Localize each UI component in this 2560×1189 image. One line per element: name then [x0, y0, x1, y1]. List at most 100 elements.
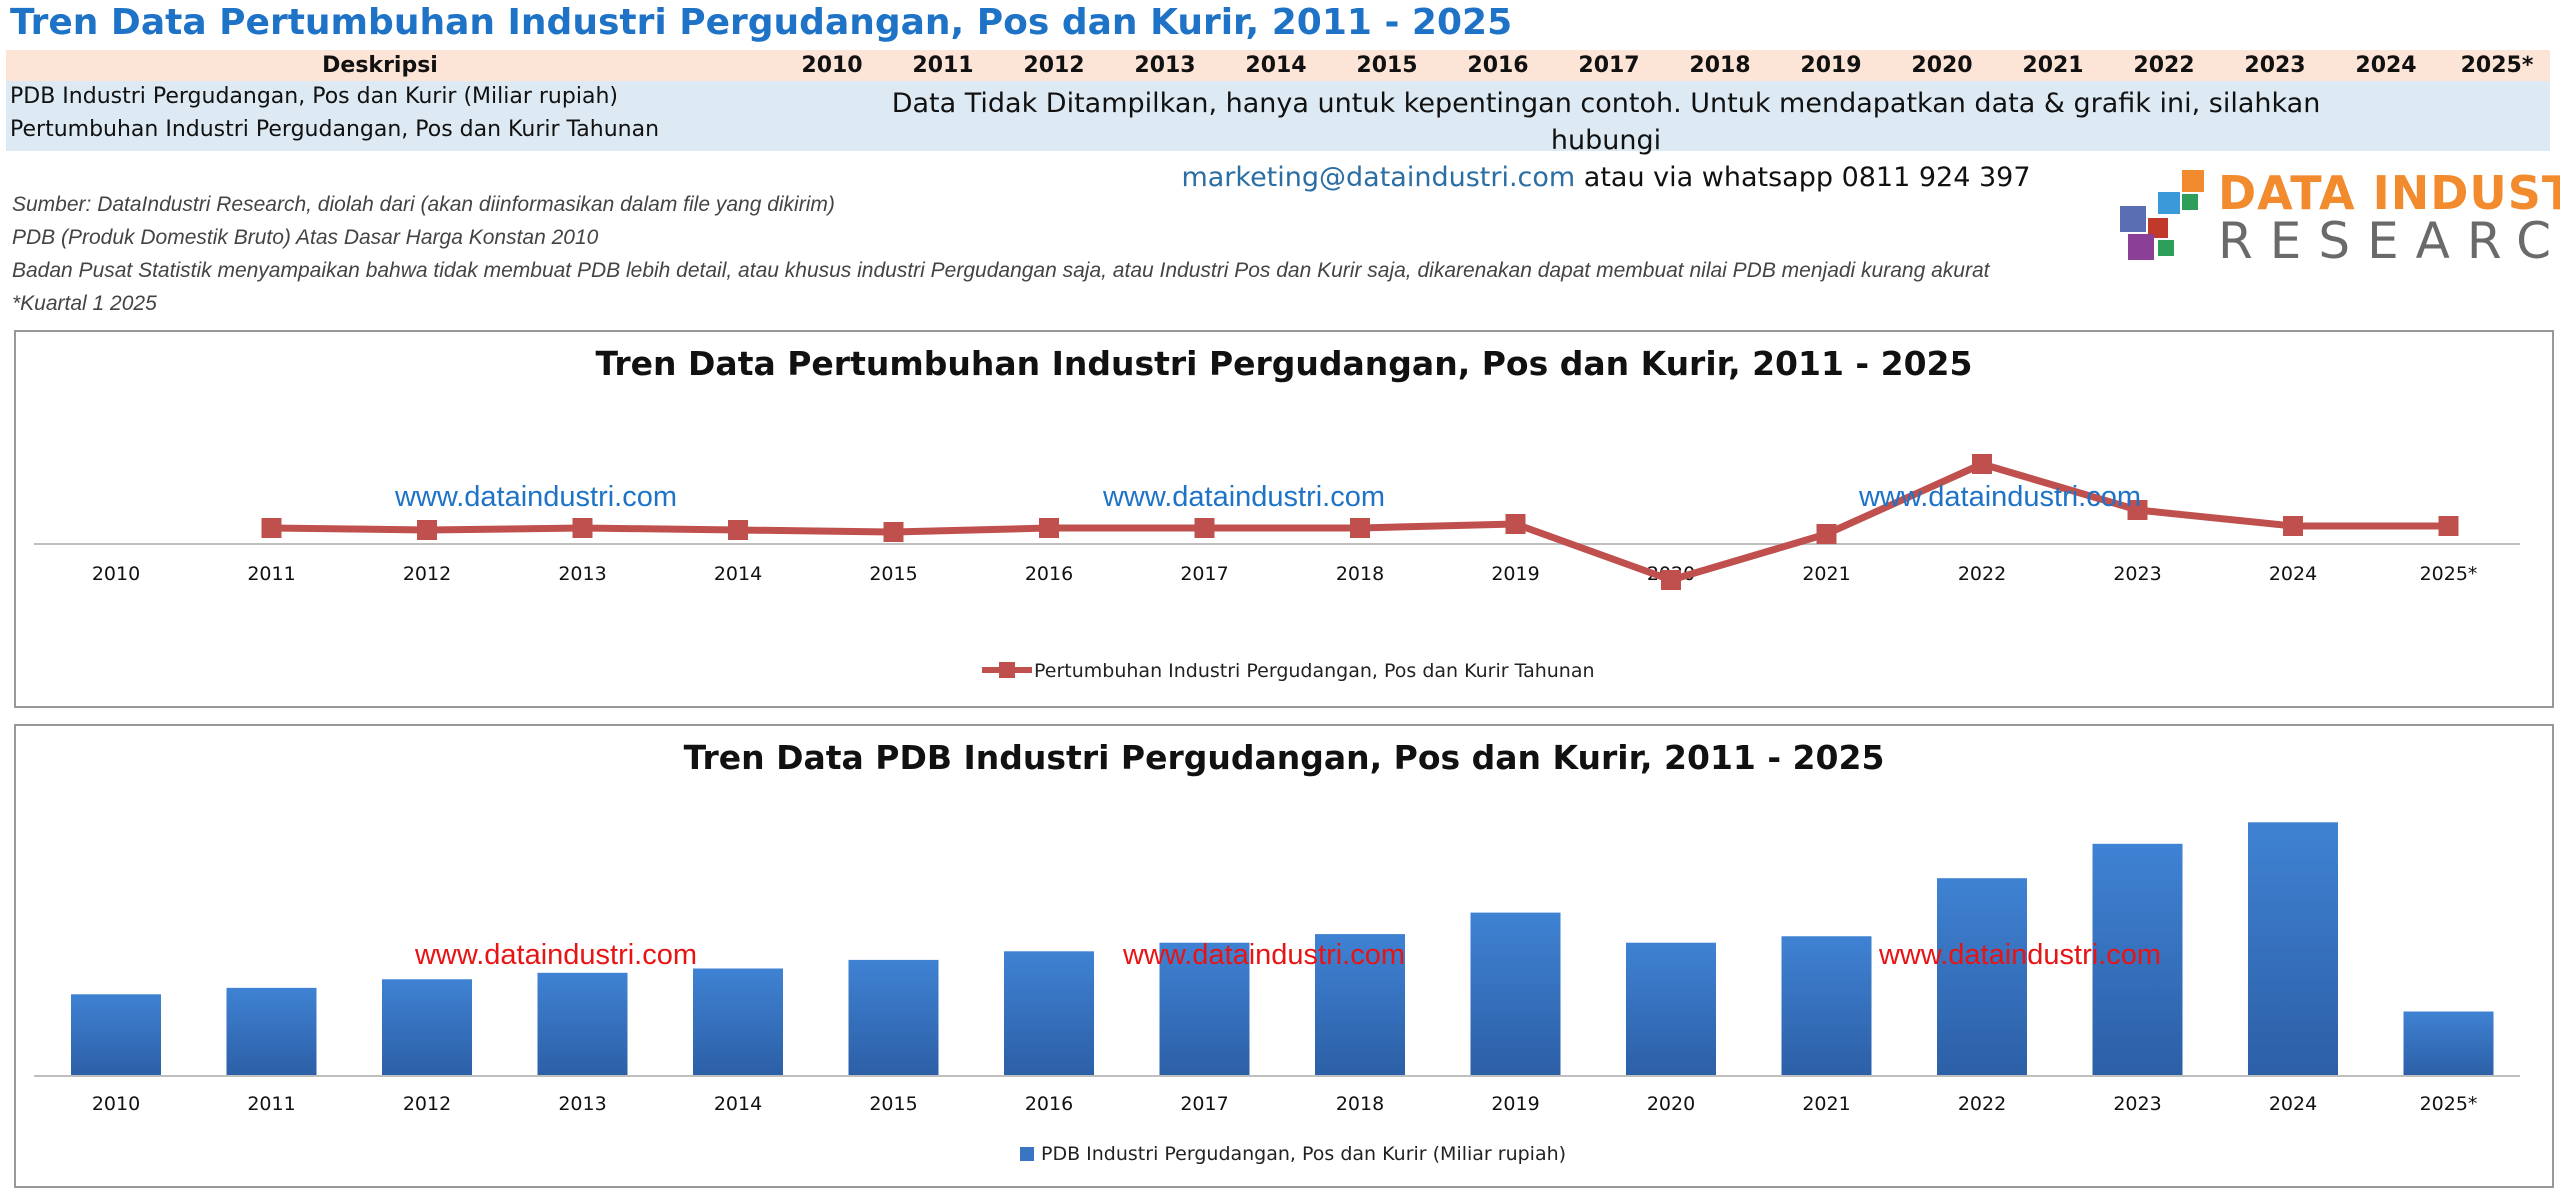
dataindustri-logo: DATA INDUSTRI RESEARCH: [2118, 166, 2560, 270]
pdb-definition-note: PDB (Produk Domestik Bruto) Atas Dasar H…: [12, 226, 599, 249]
table-header-year: 2015: [1356, 53, 1418, 78]
watermark-text: www.dataindustri.com: [394, 481, 677, 513]
data-point-marker: [883, 522, 904, 542]
table-body: PDB Industri Pergudangan, Pos dan Kurir …: [6, 81, 2550, 193]
table-header-deskripsi: Deskripsi: [322, 53, 438, 78]
table-header-year: 2017: [1578, 53, 1640, 78]
x-tick-label: 2025*: [2420, 1093, 2478, 1115]
bar: [71, 994, 161, 1076]
x-tick-label: 2013: [558, 563, 606, 585]
bar: [1004, 951, 1094, 1076]
data-point-marker: [261, 518, 282, 538]
bar: [1315, 934, 1405, 1076]
quarter-note: *Kuartal 1 2025: [12, 292, 157, 315]
x-tick-label: 2013: [558, 1093, 606, 1115]
data-point-marker: [1816, 524, 1837, 544]
table-header-row: Deskripsi 2010 2011 2012 2013 2014 2015 2016 20…: [6, 50, 2550, 81]
bar: [2248, 822, 2338, 1076]
watermark-text: www.dataindustri.com: [1858, 481, 2141, 513]
legend-marker-icon: [999, 662, 1015, 678]
x-tick-label: 2024: [2269, 563, 2317, 585]
x-tick-label: 2021: [1802, 1093, 1850, 1115]
x-tick-label: 2019: [1491, 563, 1539, 585]
watermark-text: www.dataindustri.com: [1122, 939, 1405, 971]
table-header-year: 2025*: [2460, 53, 2534, 78]
pdb-bar-chart-svg: Tren Data PDB Industri Pergudangan, Pos …: [34, 738, 2520, 1165]
x-tick-label: 2022: [1958, 563, 2006, 585]
legend-label: Pertumbuhan Industri Pergudangan, Pos da…: [1034, 660, 1595, 682]
contact-email-link[interactable]: marketing@dataindustri.com: [1181, 162, 1576, 193]
pdb-bar-chart: Tren Data PDB Industri Pergudangan, Pos …: [14, 724, 2554, 1188]
table-header-year: 2021: [2022, 53, 2084, 78]
x-tick-label: 2017: [1180, 1093, 1228, 1115]
x-tick-label: 2010: [92, 1093, 140, 1115]
table-row-growth-label: Pertumbuhan Industri Pergudangan, Pos da…: [10, 117, 660, 142]
x-tick-label: 2018: [1336, 563, 1384, 585]
data-point-marker: [417, 520, 437, 540]
watermark-text: www.dataindustri.com: [414, 939, 697, 971]
x-tick-label: 2021: [1802, 563, 1850, 585]
table-header-year: 2012: [1023, 53, 1085, 78]
data-point-marker: [1350, 518, 1370, 538]
x-tick-label: 2024: [2269, 1093, 2317, 1115]
bar: [226, 987, 317, 1076]
table-header-year: 2013: [1134, 53, 1196, 78]
x-tick-label: 2023: [2113, 563, 2161, 585]
x-tick-label: 2016: [1025, 563, 1073, 585]
x-tick-label: 2023: [2113, 1093, 2161, 1115]
data-point-marker: [2127, 500, 2148, 520]
bar: [848, 959, 939, 1076]
x-tick-label: 2014: [714, 1093, 762, 1115]
logo-mosaic-icon: [2120, 170, 2204, 260]
bar: [1626, 942, 1716, 1076]
growth-line-chart-svg: Tren Data Pertumbuhan Industri Pergudang…: [34, 344, 2520, 682]
table-header-year: 2018: [1689, 53, 1751, 78]
x-tick-label: 2014: [714, 563, 762, 585]
table-header-year: 2011: [912, 53, 974, 78]
x-tick-label: 2011: [247, 563, 295, 585]
bar: [382, 979, 472, 1076]
data-point-marker: [728, 520, 748, 540]
notice-whatsapp-text: atau via whatsapp 0811 924 397: [1575, 162, 2031, 193]
data-point-marker: [2283, 516, 2303, 536]
data-table: Deskripsi 2010 2011 2012 2013 2014 2015 2016 20…: [6, 50, 2550, 193]
page-title: Tren Data Pertumbuhan Industri Pergudang…: [10, 2, 1513, 43]
x-tick-label: 2025*: [2420, 563, 2478, 585]
table-header-year: 2020: [1911, 53, 1973, 78]
data-point-marker: [1039, 518, 1059, 538]
data-point-marker: [2438, 516, 2459, 536]
data-point-marker: [1505, 514, 1526, 534]
logo-text-data-industri: DATA INDUSTRI: [2218, 166, 2560, 220]
source-note: Sumber: DataIndustri Research, diolah da…: [12, 193, 835, 216]
x-tick-label: 2010: [92, 563, 140, 585]
notice-line-1: Data Tidak Ditampilkan, hanya untuk kepe…: [891, 88, 2321, 156]
data-point-marker: [1194, 518, 1215, 538]
bar: [537, 972, 628, 1076]
table-row-pdb-label: PDB Industri Pergudangan, Pos dan Kurir …: [10, 84, 618, 109]
bar: [2403, 1011, 2494, 1076]
watermark-text: www.dataindustri.com: [1878, 939, 2161, 971]
table-header-year: 2019: [1800, 53, 1862, 78]
data-point-marker: [1661, 570, 1681, 590]
bps-note: Badan Pusat Statistik menyampaikan bahwa…: [12, 259, 1990, 282]
bar: [2092, 843, 2183, 1076]
legend-label: PDB Industri Pergudangan, Pos dan Kurir …: [1041, 1143, 1566, 1165]
table-header-year: 2016: [1467, 53, 1529, 78]
data-hidden-notice: Data Tidak Ditampilkan, hanya untuk kepe…: [856, 85, 2356, 196]
source-notes: Sumber: DataIndustri Research, diolah da…: [12, 188, 1989, 320]
bar: [693, 968, 783, 1076]
table-header-year: 2014: [1245, 53, 1307, 78]
x-tick-label: 2012: [403, 563, 451, 585]
data-point-marker: [1972, 454, 1992, 474]
x-tick-label: 2011: [247, 1093, 295, 1115]
data-point-marker: [572, 518, 593, 538]
x-tick-label: 2015: [869, 1093, 917, 1115]
x-tick-label: 2017: [1180, 563, 1228, 585]
x-tick-label: 2016: [1025, 1093, 1073, 1115]
x-tick-label: 2022: [1958, 1093, 2006, 1115]
x-tick-label: 2015: [869, 563, 917, 585]
bar: [1159, 942, 1250, 1076]
growth-line-chart: Tren Data Pertumbuhan Industri Pergudang…: [14, 330, 2554, 708]
table-header-year: 2010: [801, 53, 863, 78]
table-header-year: 2022: [2133, 53, 2195, 78]
